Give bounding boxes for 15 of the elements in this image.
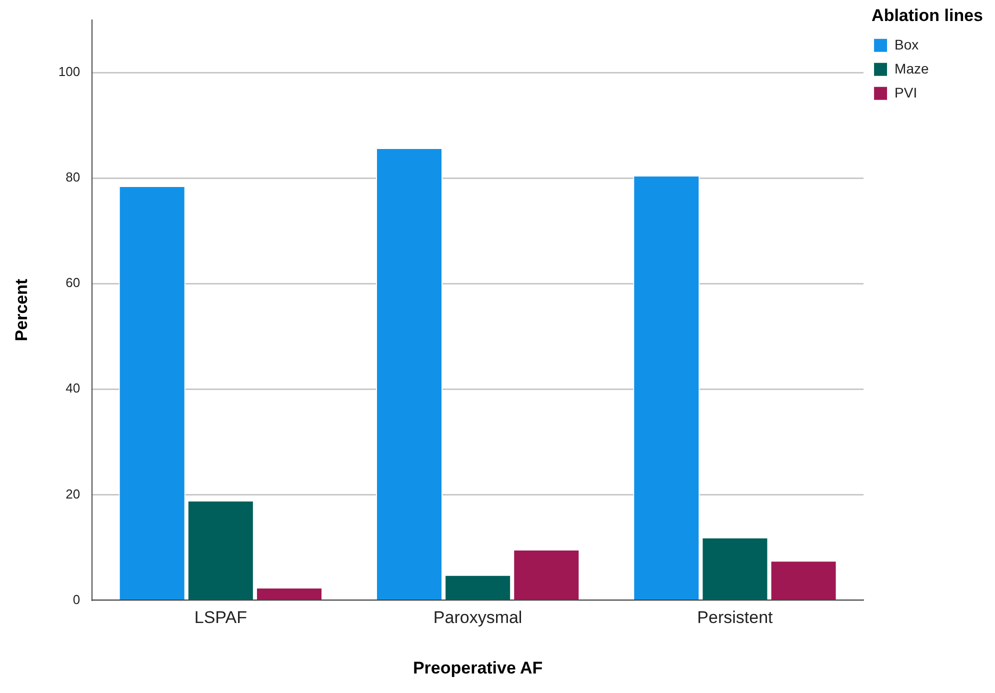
legend-label: Maze [894, 60, 929, 76]
x-tick-label: Paroxysmal [433, 608, 522, 628]
y-tick-label: 60 [66, 275, 80, 290]
y-tick-label: 20 [66, 486, 80, 502]
x-tick-label: LSPAF [194, 608, 247, 628]
legend-title: Ablation lines [872, 6, 984, 26]
legend-label: PVI [894, 84, 918, 100]
x-tick-label: Persistent [697, 608, 774, 628]
x-axis-title: Preoperative AF [412, 658, 543, 678]
y-tick-label: 0 [72, 592, 80, 607]
y-tick-label: 80 [66, 170, 80, 185]
legend-label: Box [894, 36, 919, 52]
y-tick-label: 40 [66, 380, 80, 396]
y-axis-title: Percent [12, 278, 31, 342]
y-tick-label: 100 [58, 64, 80, 80]
